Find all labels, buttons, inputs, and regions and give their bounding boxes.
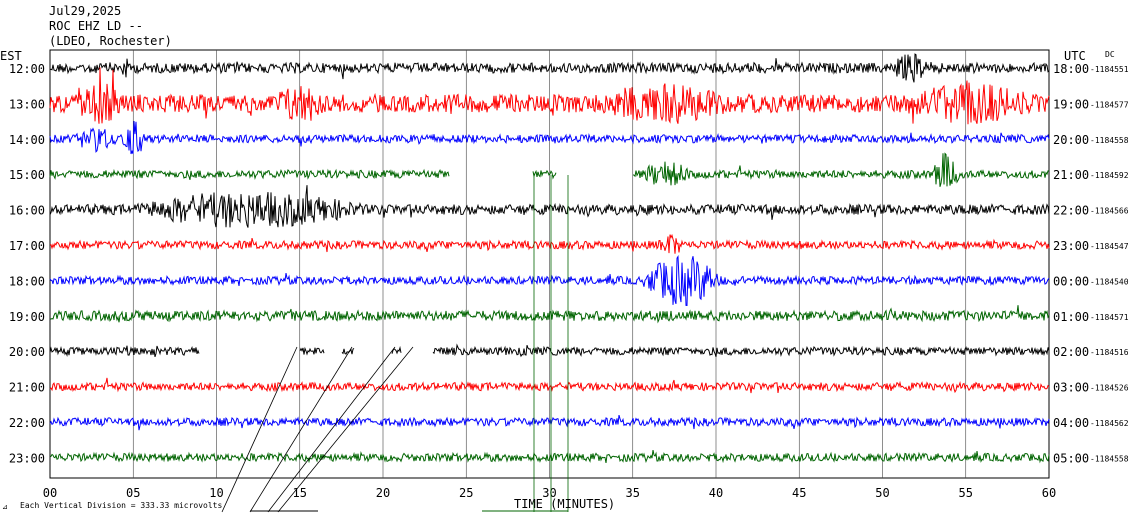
est-label: 18:00 bbox=[9, 274, 45, 288]
dc-value: -1184540 bbox=[1090, 277, 1129, 286]
time-grid bbox=[49, 49, 1050, 479]
est-label: 12:00 bbox=[9, 62, 45, 76]
dc-value: -1184551 bbox=[1090, 65, 1129, 74]
utc-label: 19:00 bbox=[1053, 97, 1089, 111]
dc-offset-labels: -1184551 -1184577 -1184558 -1184592 -1184566… bbox=[1090, 65, 1129, 463]
left-timezone-label: EST bbox=[0, 49, 22, 63]
trace-jump-line bbox=[249, 346, 353, 513]
chart-network: (LDEO, Rochester) bbox=[49, 34, 172, 48]
dc-value: -1184566 bbox=[1090, 207, 1129, 216]
trace-row-1800 bbox=[49, 254, 1050, 307]
est-label: 21:00 bbox=[9, 381, 45, 395]
utc-label: 22:00 bbox=[1053, 204, 1089, 218]
trace-row-2000 bbox=[49, 343, 1050, 358]
dc-value: -1184547 bbox=[1090, 242, 1129, 251]
x-tick-label: 30 bbox=[542, 486, 556, 500]
trace-jump-line bbox=[267, 346, 396, 513]
trace-overlays bbox=[221, 175, 569, 513]
x-tick-label: 00 bbox=[43, 486, 57, 500]
est-label: 20:00 bbox=[9, 345, 45, 359]
x-tick-label: 25 bbox=[459, 486, 473, 500]
x-tick-label: 05 bbox=[126, 486, 140, 500]
trace-row-1300 bbox=[49, 67, 1050, 125]
trace-row-1700 bbox=[50, 233, 1050, 254]
x-axis-label: TIME (MINUTES) bbox=[514, 497, 615, 511]
est-hour-labels: 12:00 13:00 14:00 15:00 16:00 17:00 18:00 19:00… bbox=[9, 62, 45, 465]
trace-row-1900 bbox=[49, 305, 1050, 324]
utc-label: 04:00 bbox=[1053, 416, 1089, 430]
est-label: 23:00 bbox=[9, 451, 45, 465]
x-axis-ticks: 00 05 10 15 20 25 30 35 40 45 50 55 60 bbox=[43, 486, 1056, 500]
x-tick-label: 15 bbox=[293, 486, 307, 500]
x-tick-label: 60 bbox=[1042, 486, 1056, 500]
scale-icon: ⊿ bbox=[2, 503, 8, 511]
est-label: 13:00 bbox=[9, 97, 45, 111]
x-tick-label: 45 bbox=[792, 486, 806, 500]
trace-row-2100 bbox=[49, 377, 1050, 394]
dc-value: -1184562 bbox=[1090, 419, 1129, 428]
utc-label: 03:00 bbox=[1053, 381, 1089, 395]
x-tick-label: 35 bbox=[626, 486, 640, 500]
utc-label: 18:00 bbox=[1053, 62, 1089, 76]
chart-station: ROC EHZ LD -- bbox=[49, 19, 143, 33]
x-tick-label: 55 bbox=[959, 486, 973, 500]
dc-value: -1184571 bbox=[1090, 313, 1129, 322]
dc-value: -1184516 bbox=[1090, 348, 1129, 357]
scale-note: Each Vertical Division = 333.33 microvol… bbox=[20, 501, 222, 510]
dc-value: -1184558 bbox=[1090, 136, 1129, 145]
utc-label: 21:00 bbox=[1053, 168, 1089, 182]
seismic-traces bbox=[49, 53, 1050, 464]
est-label: 17:00 bbox=[9, 239, 45, 253]
dc-value: -1184558 bbox=[1090, 454, 1129, 463]
x-tick-label: 20 bbox=[376, 486, 390, 500]
utc-label: 20:00 bbox=[1053, 133, 1089, 147]
trace-row-1500 bbox=[49, 152, 1049, 187]
x-tick-label: 50 bbox=[875, 486, 889, 500]
est-label: 15:00 bbox=[9, 168, 45, 182]
est-label: 16:00 bbox=[9, 204, 45, 218]
trace-row-1400 bbox=[49, 120, 1050, 155]
est-label: 22:00 bbox=[9, 416, 45, 430]
est-label: 14:00 bbox=[9, 133, 45, 147]
utc-label: 00:00 bbox=[1053, 274, 1089, 288]
dc-value: -1184526 bbox=[1090, 384, 1129, 393]
x-tick-label: 10 bbox=[209, 486, 223, 500]
trace-jump-line bbox=[221, 346, 298, 513]
trace-row-2300 bbox=[49, 450, 1050, 464]
chart-header: Jul29,2025 ROC EHZ LD -- (LDEO, Rocheste… bbox=[0, 4, 1115, 63]
right-timezone-label: UTC bbox=[1064, 49, 1086, 63]
utc-label: 02:00 bbox=[1053, 345, 1089, 359]
dc-value: -1184577 bbox=[1090, 100, 1129, 109]
utc-label: 01:00 bbox=[1053, 310, 1089, 324]
chart-date: Jul29,2025 bbox=[49, 4, 121, 18]
dc-label: DC bbox=[1105, 50, 1115, 59]
utc-hour-labels: 18:00 19:00 20:00 21:00 22:00 23:00 00:00 01:00… bbox=[1053, 62, 1089, 465]
est-label: 19:00 bbox=[9, 310, 45, 324]
trace-jump-line bbox=[277, 346, 414, 513]
utc-label: 05:00 bbox=[1053, 451, 1089, 465]
trace-row-2200 bbox=[49, 414, 1050, 431]
trace-row-1200 bbox=[49, 53, 1050, 83]
x-tick-label: 40 bbox=[709, 486, 723, 500]
utc-label: 23:00 bbox=[1053, 239, 1089, 253]
dc-value: -1184592 bbox=[1090, 171, 1129, 180]
trace-row-1600 bbox=[49, 185, 1050, 228]
